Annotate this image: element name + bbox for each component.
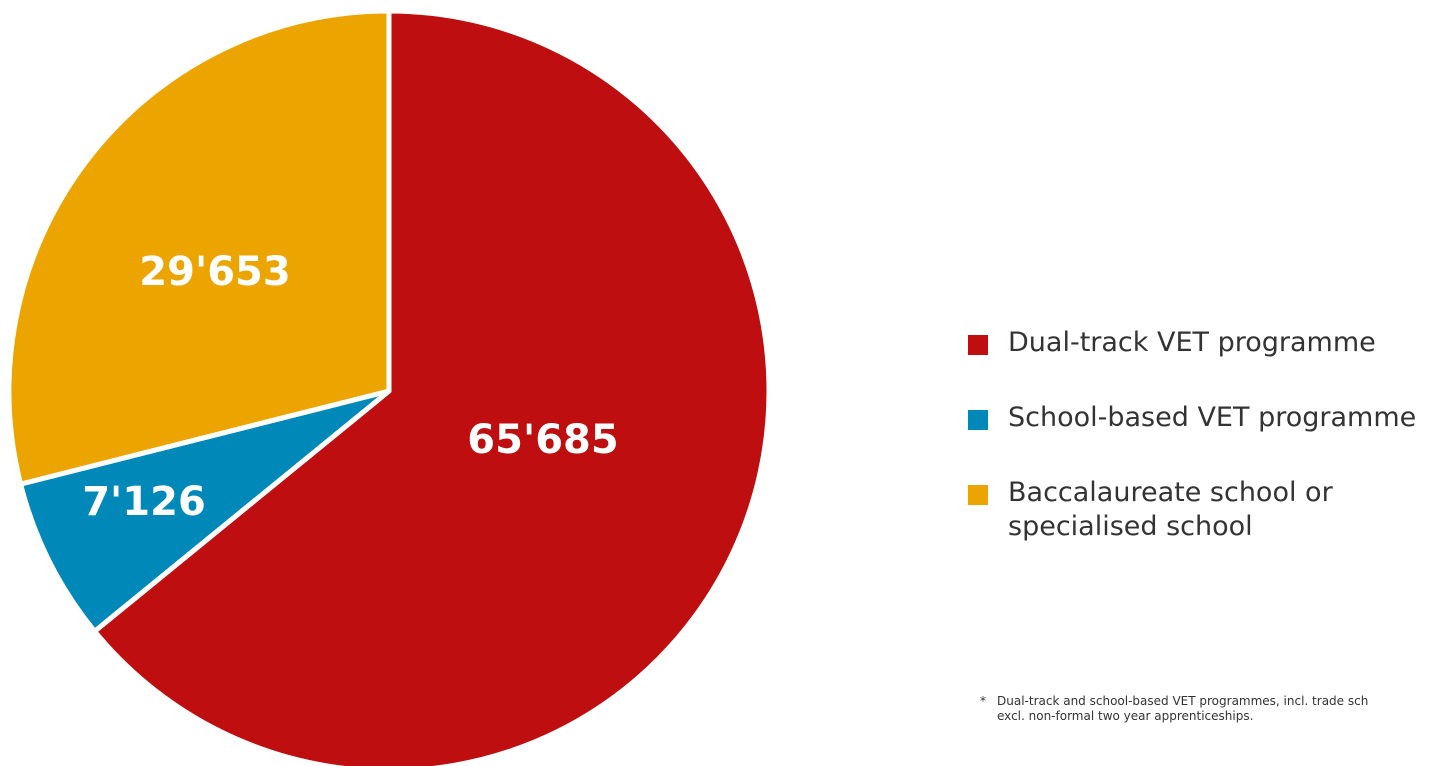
slice-value-label-dual-track: 65'685 (467, 417, 618, 463)
legend-label-baccalaureate-line1: Baccalaureate school or (1008, 477, 1333, 508)
legend-swatch-baccalaureate (968, 485, 988, 505)
pie-slice-school-based (18, 388, 392, 634)
footnote: * Dual-track and school-based VET progra… (980, 694, 1443, 724)
footnote-line-2: excl. non-formal two year apprenticeship… (997, 709, 1254, 723)
legend-label-dual-track: Dual-track VET programme (1008, 327, 1376, 358)
slice-value-label-school-based: 7'126 (82, 479, 206, 525)
pie-slice-baccalaureate (6, 8, 392, 487)
legend-item-school-based: School-based VET programme (968, 401, 1416, 435)
footnote-marker: * (980, 694, 986, 708)
legend-label-baccalaureate-line2: specialised school (1008, 511, 1253, 542)
footnote-text: Dual-track and school-based VET programm… (997, 694, 1368, 724)
pie-chart: 65'685 7'126 29'653 (6, 8, 772, 766)
footnote-line-1: Dual-track and school-based VET programm… (997, 694, 1369, 708)
legend-label-school-based: School-based VET programme (1008, 402, 1417, 433)
legend-item-dual-track: Dual-track VET programme (968, 326, 1376, 360)
legend-swatch-school-based (968, 410, 988, 430)
legend-label-baccalaureate: Baccalaureate school or specialised scho… (1008, 476, 1333, 544)
legend-swatch-dual-track (968, 335, 988, 355)
pie-slice-dual-track (92, 8, 772, 766)
legend-item-baccalaureate: Baccalaureate school or specialised scho… (968, 476, 1333, 544)
slice-value-label-baccalaureate: 29'653 (139, 249, 290, 295)
